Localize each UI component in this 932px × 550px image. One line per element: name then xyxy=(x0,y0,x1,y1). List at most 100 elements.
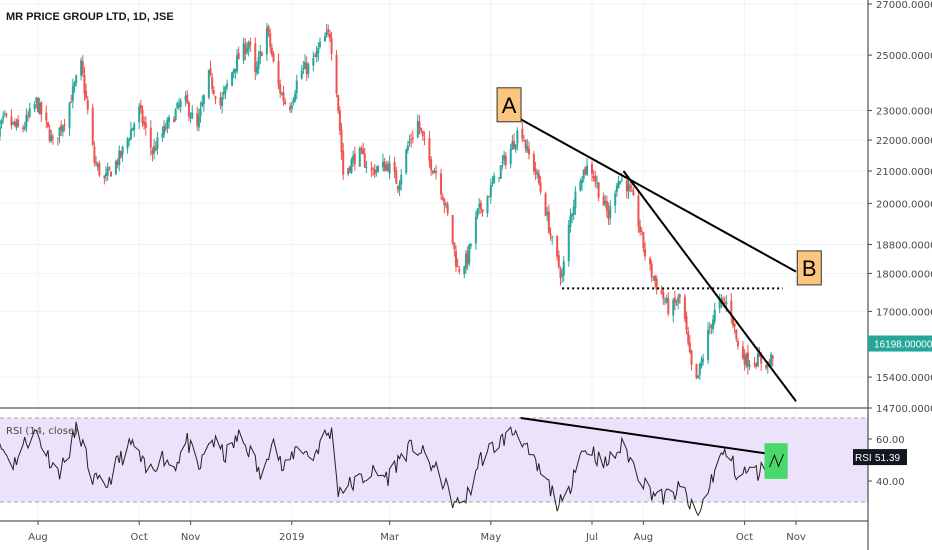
candle-body xyxy=(433,170,436,174)
candle xyxy=(665,294,668,304)
annotation-box[interactable] xyxy=(496,87,522,123)
candle-body xyxy=(270,47,273,55)
candle-body xyxy=(559,269,562,279)
candle-body xyxy=(224,86,227,94)
candle xyxy=(381,153,384,172)
candle-body xyxy=(758,352,761,358)
candle-body xyxy=(365,167,368,169)
trendline-1[interactable] xyxy=(520,118,797,273)
price-axis[interactable]: 27000.00000 25000.00000 23000.00000 22000.0… xyxy=(868,0,932,415)
candle-body xyxy=(539,182,542,192)
rsi-name-tag[interactable] xyxy=(853,449,871,466)
candle-body xyxy=(522,140,525,142)
candle-body xyxy=(609,205,612,218)
candle-body xyxy=(335,54,338,94)
last-price-tag[interactable] xyxy=(868,335,932,352)
candle-body xyxy=(712,319,715,330)
candle-body xyxy=(398,182,401,191)
candle xyxy=(173,116,176,123)
candle xyxy=(168,114,171,130)
candle xyxy=(201,95,204,108)
candle-body xyxy=(536,171,539,175)
candle-body xyxy=(226,83,229,87)
candle-body xyxy=(446,204,449,214)
price-tick-label: 25000.00000 xyxy=(876,51,932,62)
candle-body xyxy=(458,268,461,272)
candle-body xyxy=(259,51,262,58)
candle-body xyxy=(386,163,389,172)
candle xyxy=(28,102,31,119)
rsi-tick-label: 40.00 xyxy=(876,477,905,488)
candle xyxy=(179,97,182,113)
trendline-2[interactable] xyxy=(622,170,797,402)
candle xyxy=(383,157,386,172)
candle-body xyxy=(660,289,663,295)
candle xyxy=(662,288,665,305)
rsi-axis[interactable]: 60.00 40.00 RSI 51.39 xyxy=(853,435,907,488)
candle xyxy=(277,53,280,90)
candle xyxy=(325,23,328,38)
candle xyxy=(174,107,177,122)
candles xyxy=(0,22,774,380)
annotation-a[interactable]: A xyxy=(496,87,522,123)
candle-body xyxy=(10,116,13,126)
candle xyxy=(96,161,99,171)
candle-body xyxy=(411,137,414,139)
annotation-b[interactable]: B xyxy=(796,250,822,286)
candle-body xyxy=(731,317,734,326)
candle xyxy=(433,167,436,174)
candle-body xyxy=(755,363,758,367)
candle-body xyxy=(0,126,1,137)
candle xyxy=(771,354,774,367)
candle xyxy=(685,311,688,335)
candle xyxy=(13,118,16,127)
candle xyxy=(133,121,136,138)
candle-body xyxy=(328,33,331,39)
candle xyxy=(302,60,305,75)
candle xyxy=(2,111,5,124)
candle xyxy=(327,24,330,37)
candle xyxy=(755,361,758,370)
candle xyxy=(511,135,514,150)
candle-body xyxy=(453,242,456,250)
candle xyxy=(242,37,245,65)
candle xyxy=(627,176,630,199)
candle xyxy=(736,338,739,350)
candle-body xyxy=(265,27,268,55)
candle-body xyxy=(639,225,642,232)
time-axis[interactable]: Aug Oct Nov 2019 Mar May Jul Aug Oct Nov xyxy=(28,521,806,543)
candle xyxy=(406,140,409,154)
candle xyxy=(270,43,273,57)
annotation-box[interactable] xyxy=(796,250,822,286)
candle xyxy=(337,94,340,115)
candle xyxy=(212,86,215,96)
candle-body xyxy=(129,129,132,140)
candle xyxy=(418,115,421,135)
candle xyxy=(265,22,268,61)
candle xyxy=(335,50,338,98)
rsi-value-tag[interactable] xyxy=(871,449,907,466)
candle xyxy=(536,169,539,179)
rsi-trendline[interactable] xyxy=(520,417,783,457)
candle xyxy=(119,150,122,159)
candle-body xyxy=(655,278,658,290)
candle-body xyxy=(5,114,8,116)
candle xyxy=(602,192,605,206)
candle-body xyxy=(302,67,305,70)
candle xyxy=(746,344,749,375)
candle xyxy=(0,120,1,141)
candle-body xyxy=(133,123,136,130)
candle-body xyxy=(242,42,245,61)
candle-body xyxy=(760,355,763,364)
price-trendlines xyxy=(520,118,797,402)
candle-body xyxy=(582,169,585,179)
candle xyxy=(509,143,512,169)
candle-body xyxy=(395,170,398,184)
price-tick-label: 23000.00000 xyxy=(876,107,932,118)
candle xyxy=(690,349,693,371)
price-tick-label: 22000.00000 xyxy=(876,136,932,147)
candle-body xyxy=(348,166,351,172)
candle-body xyxy=(105,173,108,177)
candle-body xyxy=(697,375,700,378)
candle xyxy=(232,68,235,79)
